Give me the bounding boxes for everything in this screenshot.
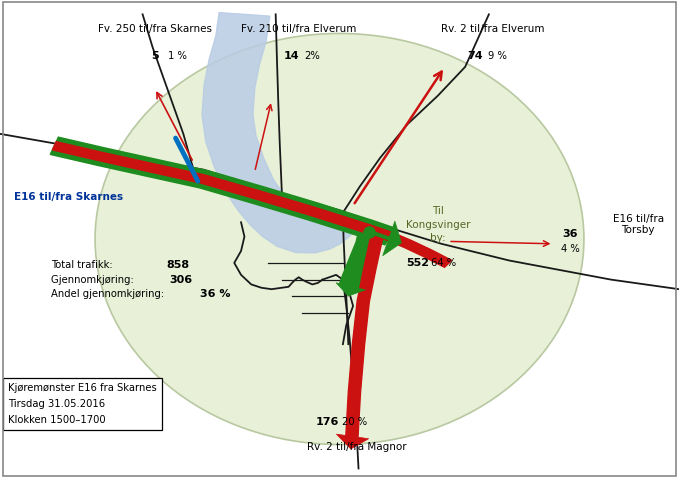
- Text: 2%: 2%: [304, 52, 320, 61]
- Text: 74: 74: [467, 52, 483, 61]
- Text: Andel gjennomkjøring:: Andel gjennomkjøring:: [51, 289, 167, 299]
- Text: Rv. 2 til/fra Magnor: Rv. 2 til/fra Magnor: [307, 442, 406, 452]
- Text: Gjennomkjøring:: Gjennomkjøring:: [51, 275, 136, 284]
- Text: E16 til/fra Skarnes: E16 til/fra Skarnes: [14, 192, 123, 202]
- Text: Rv. 2 til/fra Elverum: Rv. 2 til/fra Elverum: [441, 24, 544, 33]
- Polygon shape: [202, 12, 356, 253]
- Text: 4 %: 4 %: [561, 244, 580, 253]
- Text: Total trafikk:: Total trafikk:: [51, 261, 115, 270]
- Polygon shape: [339, 228, 381, 289]
- Text: Fv. 210 til/fra Elverum: Fv. 210 til/fra Elverum: [241, 24, 356, 33]
- Polygon shape: [50, 137, 396, 245]
- Text: Kjøremønster E16 fra Skarnes
Tirsdag 31.05.2016
Klokken 1500–1700: Kjøremønster E16 fra Skarnes Tirsdag 31.…: [8, 383, 157, 424]
- Text: 36 %: 36 %: [200, 289, 231, 299]
- Text: Fv. 250 til/fra Skarnes: Fv. 250 til/fra Skarnes: [98, 24, 213, 33]
- Polygon shape: [52, 141, 452, 267]
- Text: E16 til/fra
Torsby: E16 til/fra Torsby: [612, 214, 664, 236]
- Text: 858: 858: [166, 261, 189, 270]
- Text: 20 %: 20 %: [342, 417, 367, 426]
- Text: 64 %: 64 %: [431, 258, 456, 268]
- Text: 36: 36: [563, 229, 578, 239]
- Ellipse shape: [95, 33, 584, 445]
- Text: 9 %: 9 %: [488, 52, 507, 61]
- Text: Til
Kongsvinger
by:: Til Kongsvinger by:: [406, 206, 470, 243]
- Text: 14: 14: [284, 52, 300, 61]
- Text: 5: 5: [151, 52, 159, 61]
- Text: 176: 176: [316, 417, 339, 426]
- Polygon shape: [346, 236, 383, 440]
- Text: 552: 552: [406, 258, 429, 268]
- Text: 1 %: 1 %: [168, 52, 187, 61]
- Text: 306: 306: [170, 275, 193, 284]
